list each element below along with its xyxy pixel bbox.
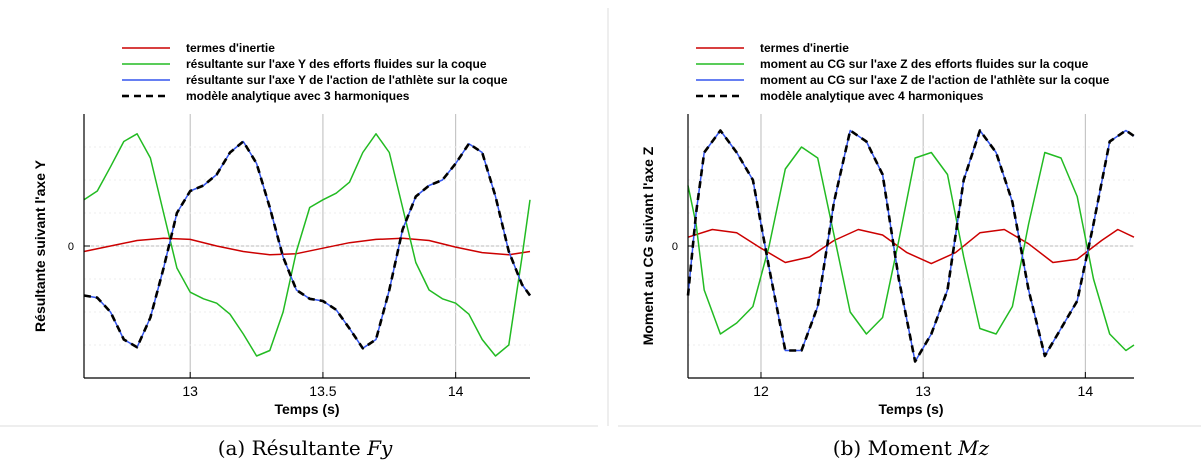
chart-moment-mz: 12 13 14 0 Temps (s) Moment au CG suivant l'a… <box>640 41 1135 460</box>
x-tick-label: 14 <box>1078 383 1094 399</box>
legend-label: résultante sur l'axe Y des efforts fluid… <box>186 57 487 71</box>
figure-caption: (b) Moment Mz <box>833 436 990 460</box>
series-line-moment-au-cg-sur-l-axe-z-des-efforts-flu <box>687 146 1135 352</box>
x-tick-label: 12 <box>753 383 769 399</box>
x-tick-label: 13 <box>915 383 931 399</box>
legend-label: modèle analytique avec 3 harmoniques <box>186 89 410 103</box>
x-axis-title: Temps (s) <box>274 401 339 417</box>
series-line-termes-d-inertie <box>687 228 1135 265</box>
chart-resultante-fy: 13 13.5 14 0 Temps (s) Résultante suivant l'a… <box>32 41 532 460</box>
legend-label: moment au CG sur l'axe Z des efforts flu… <box>760 57 1089 71</box>
legend-label: résultante sur l'axe Y de l'action de l'… <box>186 73 508 87</box>
series-line-resultante-sur-l-axe-y-des-efforts-fluid <box>83 133 531 357</box>
y-tick-label: 0 <box>672 241 678 253</box>
x-tick-label: 13.5 <box>309 383 336 399</box>
x-tick-label: 14 <box>448 383 464 399</box>
legend-label: modèle analytique avec 4 harmoniques <box>760 89 984 103</box>
figure-caption: (a) Résultante Fy <box>218 436 393 460</box>
legend-label: moment au CG sur l'axe Z de l'action de … <box>760 73 1110 87</box>
legend-label: termes d'inertie <box>186 41 275 55</box>
y-axis-title: Résultante suivant l'axe Y <box>32 159 48 332</box>
series-line-modele-analytique-avec-3-harmoniques <box>83 140 532 350</box>
x-axis-title: Temps (s) <box>878 401 943 417</box>
series-line-termes-d-inertie <box>83 237 531 256</box>
y-tick-label: 0 <box>68 241 74 253</box>
legend: termes d'inertie moment au CG sur l'axe Z… <box>696 41 1110 103</box>
x-tick-label: 13 <box>182 383 198 399</box>
y-axis-title: Moment au CG suivant l'axe Z <box>640 146 656 345</box>
legend-label: termes d'inertie <box>760 41 849 55</box>
series-line-modele-analytique-avec-4-harmoniques <box>686 129 1135 363</box>
legend: termes d'inertie résultante sur l'axe Y d… <box>122 41 508 103</box>
